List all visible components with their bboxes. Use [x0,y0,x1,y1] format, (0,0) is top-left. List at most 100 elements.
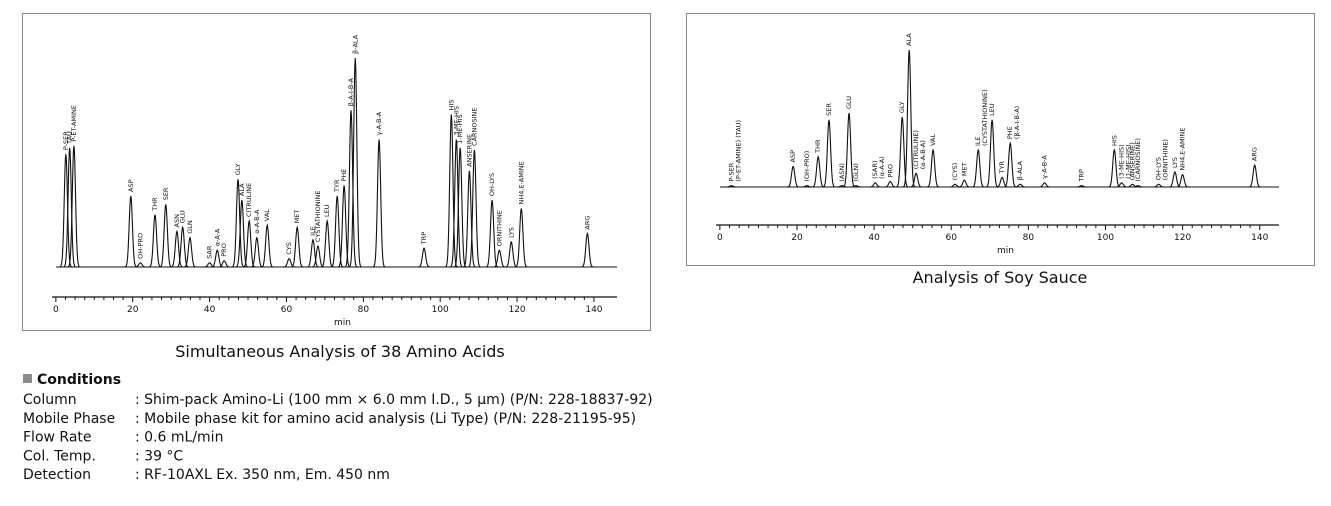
peak [513,208,530,268]
peak [867,182,884,188]
peak [216,260,233,268]
peak [233,200,250,268]
peak-label: CITRULINE [245,183,253,217]
peak-label: CYSTATHIONINE [314,191,322,243]
peak-label: α-A-B-A [253,209,261,234]
condition-name: Detection [23,467,91,483]
peak-label: ARG [1251,147,1259,161]
peak-label: (ASN) [838,163,846,182]
peak [201,262,218,268]
x-tick-label: 100 [1097,233,1114,243]
peak-label: GLY [234,163,242,175]
peak [901,49,918,188]
peak [491,249,508,268]
peak-label: ASP [127,179,135,192]
condition-value: : Shim-pack Amino-Li (100 mm × 6.0 mm I.… [135,392,653,408]
peak-label: SER [825,103,833,116]
peak [1150,183,1167,188]
x-tick-label: 0 [717,233,723,243]
peak [882,180,899,188]
condition-value: : RF-10AXL Ex. 350 nm, Em. 450 nm [135,467,390,483]
peak [810,155,827,188]
x-tick-label: 60 [281,305,293,315]
peak-label: 3-ME-HIS [452,106,460,135]
peak-label: CARNOSINE [470,107,478,146]
peak-label: (CYSTATHIONINE) [981,89,989,146]
peak-label: (P-ET-AMINE) (TAU) [734,120,742,182]
x-tick-label: 80 [1023,233,1035,243]
peak [834,185,851,188]
peak [452,147,469,268]
peak [466,149,483,268]
peak [785,165,802,188]
peak-label: GLU [179,210,187,223]
peak-label: ASN [173,214,181,228]
peak [416,247,433,268]
peak [847,185,864,188]
peak-label: β-ALA [351,34,359,54]
peak-label: VAL [929,134,937,146]
conditions-marker [23,374,32,383]
peak [174,225,191,268]
peak [1174,173,1191,188]
peak [1124,183,1141,188]
peak-label: LYS [1171,157,1179,168]
peak-label: PRO [886,164,894,178]
peak-label: (ORNITHINE) [1162,139,1170,180]
peak-label: ALA [905,33,913,46]
x-tick-label: 40 [204,305,216,315]
peak-label: β-ALA [1016,161,1024,181]
peak-label: ALA [238,183,246,196]
peak [925,148,942,188]
peak-label: SER [162,187,170,200]
peak [57,154,74,268]
peak-label: VAL [263,209,271,221]
peak-label: CYS [285,242,293,255]
peak-label: P-SER [62,131,70,150]
peak [309,245,326,268]
peak-label: ANSERINE [465,134,473,167]
peak [894,117,911,188]
condition-name: Mobile Phase [23,411,115,427]
peak-label: (3-ME-HIS) [1118,144,1126,179]
peak [329,195,346,268]
peak-label: HIS [447,99,455,110]
peak [1106,148,1123,188]
peak [181,236,198,268]
x-tick-label: 140 [1251,233,1268,243]
peak [956,179,973,188]
peak-label: TYR [998,160,1006,174]
peak-label: HIS [1110,135,1118,146]
peak [820,119,837,188]
peak-label: α-A-A [213,228,221,246]
peak-label: GLU [845,96,853,109]
peak [503,240,520,268]
peak-label: (α-A-B-A) [919,140,927,169]
x-tick-label: 0 [53,305,59,315]
x-tick-label: 120 [508,305,525,315]
x-tick-label: 100 [432,305,449,315]
peak-label: MET [293,210,301,224]
peak-label: P-ET-AMINE [70,105,78,142]
peak [970,148,987,188]
condition-name: Flow Rate [23,430,92,446]
conditions-heading: Conditions [37,372,121,388]
condition-value: : 39 °C [135,448,183,464]
peak [1113,182,1130,188]
x-tick-label: 20 [127,305,139,315]
chart-title: Analysis of Soy Sauce [913,268,1088,287]
peak [371,139,388,268]
peak [1036,182,1053,188]
peak [994,176,1011,188]
peak-label: (CITRULINE) [912,130,920,169]
peak [209,249,226,268]
peak [908,172,925,188]
peak [132,262,149,268]
peak-label: ASP [789,150,797,163]
peak-label: (SAR) [871,161,879,179]
x-tick-label: 80 [358,305,370,315]
peak-label: TRP [1078,169,1086,182]
peak-label: ILE [309,226,317,236]
panel-frame [686,13,1315,266]
